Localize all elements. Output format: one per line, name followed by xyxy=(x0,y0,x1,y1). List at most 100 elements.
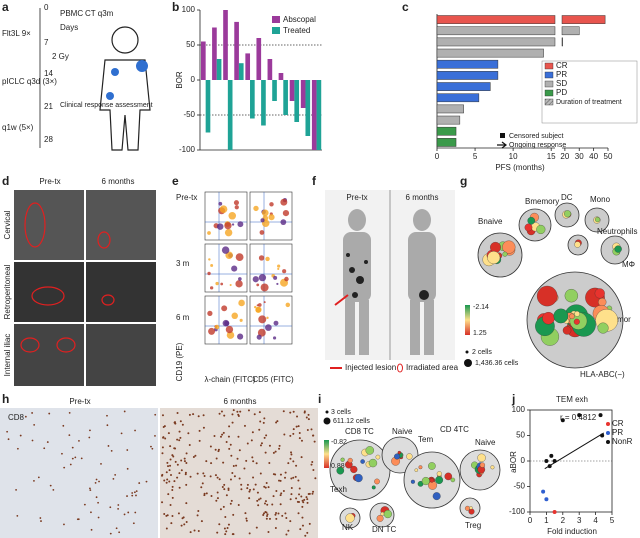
stained-cell xyxy=(210,494,213,497)
stained-cell xyxy=(227,435,230,438)
flow-event xyxy=(258,315,267,324)
flow-event xyxy=(255,307,261,313)
stained-cell xyxy=(131,494,134,497)
stained-cell xyxy=(224,515,227,518)
stained-cell xyxy=(231,471,234,474)
flow-event xyxy=(219,205,228,214)
stained-cell xyxy=(265,517,268,520)
stained-cell xyxy=(123,410,126,413)
row-label: Pre-tx xyxy=(176,193,197,202)
stained-cell xyxy=(230,454,233,457)
stain-label: CD8 xyxy=(8,413,25,422)
stained-cell xyxy=(290,453,293,456)
cell-cluster xyxy=(502,240,516,254)
stained-cell xyxy=(311,492,314,495)
stained-cell xyxy=(300,439,303,442)
bar xyxy=(436,126,457,136)
bar-continued xyxy=(561,26,580,36)
stained-cell xyxy=(229,478,232,481)
legend-label: Abscopal xyxy=(283,15,316,24)
cell-cluster xyxy=(374,478,380,485)
cell-cluster xyxy=(477,453,486,463)
flow-event xyxy=(256,283,260,287)
stained-cell xyxy=(306,501,309,504)
y-tick-label: 100 xyxy=(512,405,526,414)
stained-cell xyxy=(227,489,230,492)
axis-label: CD19 (PE) xyxy=(175,342,184,381)
cell-cluster xyxy=(350,465,358,474)
stained-cell xyxy=(308,522,311,525)
flow-event xyxy=(265,256,270,262)
stained-cell xyxy=(244,512,247,515)
point xyxy=(552,459,557,463)
cell-cluster xyxy=(397,450,401,455)
legend-label: Injected lesion xyxy=(345,363,396,372)
y-tick-label: 0 xyxy=(191,75,196,84)
stained-cell xyxy=(106,424,109,427)
stained-cell xyxy=(165,471,168,474)
flow-event xyxy=(237,221,244,228)
stained-cell xyxy=(189,475,192,478)
stained-cell xyxy=(246,483,249,486)
stained-cell xyxy=(292,476,295,479)
label: Clinical response assessment xyxy=(60,102,153,109)
stained-cell xyxy=(216,491,219,494)
stained-cell xyxy=(166,478,169,481)
stained-cell xyxy=(220,410,223,413)
cluster-label: Tem xyxy=(418,435,433,444)
flow-event xyxy=(261,209,269,217)
stained-cell xyxy=(262,514,265,517)
stained-cell xyxy=(222,431,225,434)
label: PBMC xyxy=(60,9,83,18)
point xyxy=(577,413,582,418)
stained-cell xyxy=(200,486,203,489)
stained-cell xyxy=(43,447,46,450)
stained-cell xyxy=(223,414,226,417)
stained-cell xyxy=(24,415,27,418)
stained-cell xyxy=(231,533,234,536)
cell-cluster xyxy=(487,251,501,265)
cluster-label: Mono xyxy=(590,195,611,204)
size-label: 611.12 cells xyxy=(333,418,370,425)
arrow xyxy=(334,294,349,306)
flow-event xyxy=(237,333,244,340)
stained-cell xyxy=(174,460,177,463)
flow-event xyxy=(207,231,211,235)
stained-cell xyxy=(297,479,300,482)
stained-cell xyxy=(301,524,304,527)
day: 0 xyxy=(44,3,49,12)
stained-cell xyxy=(187,432,190,435)
stained-cell xyxy=(282,489,285,492)
stained-cell xyxy=(259,420,262,423)
stained-cell xyxy=(228,425,231,428)
legend-swatch xyxy=(272,16,280,23)
legend-label: Treated xyxy=(283,26,310,35)
color-scale xyxy=(465,305,470,335)
scale-label: 0.88 xyxy=(331,463,345,470)
stained-cell xyxy=(278,444,281,447)
stained-cell xyxy=(230,499,233,502)
stained-cell xyxy=(295,464,298,467)
stained-cell xyxy=(37,476,40,479)
legend-symbol xyxy=(497,141,507,149)
stained-cell xyxy=(170,474,173,477)
col-label: 6 months xyxy=(224,397,257,406)
stained-cell xyxy=(296,415,299,418)
stained-cell xyxy=(109,532,112,535)
ct-image xyxy=(86,262,156,322)
stained-cell xyxy=(171,514,174,517)
flow-event xyxy=(256,334,262,340)
panel-letter: f xyxy=(312,174,317,188)
stained-cell xyxy=(76,518,79,521)
stained-cell xyxy=(252,460,255,463)
cell-cluster xyxy=(542,312,555,325)
flow-event xyxy=(257,328,266,337)
stained-cell xyxy=(178,430,181,433)
color-scale xyxy=(324,440,329,468)
x-tick-label: 15 xyxy=(547,152,556,161)
bar xyxy=(436,71,499,80)
col-label: Pre-tx xyxy=(39,177,60,186)
row-label: Retroperitoneal xyxy=(3,264,12,319)
bar xyxy=(436,48,544,58)
